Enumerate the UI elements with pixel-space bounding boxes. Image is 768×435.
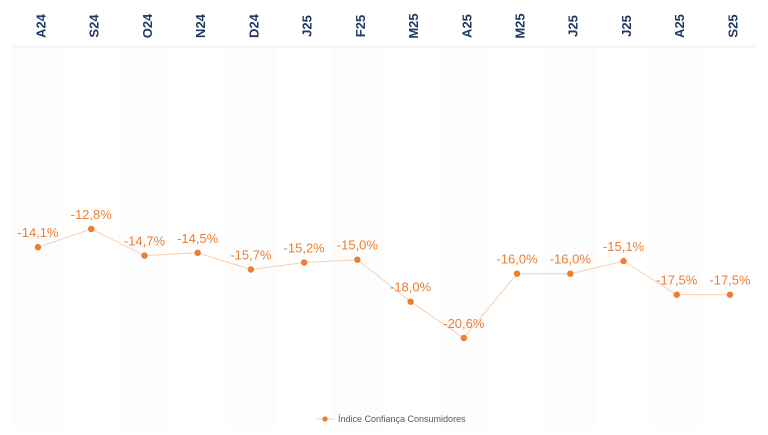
category-label: J25: [619, 15, 634, 37]
data-point: [88, 225, 95, 233]
category-label: A24: [33, 13, 48, 38]
category-label: A25: [672, 14, 687, 38]
data-label: -12,8%: [71, 207, 113, 222]
category-label: M25: [513, 13, 528, 38]
data-label: -15,0%: [337, 238, 379, 253]
legend-label: Índice Confiança Consumidores: [338, 414, 466, 424]
category-band: [597, 48, 650, 428]
data-label: -16,0%: [496, 252, 538, 267]
data-point: [620, 257, 627, 265]
data-label: -15,2%: [284, 241, 326, 256]
category-band: [651, 48, 703, 428]
data-point: [247, 266, 255, 273]
category-band: [172, 48, 224, 428]
data-point: [34, 244, 42, 251]
category-label: A25: [459, 14, 474, 38]
category-label: S25: [725, 14, 740, 37]
category-label: J25: [300, 15, 315, 37]
category-band: [544, 48, 596, 428]
data-point: [141, 252, 148, 259]
data-label: -14,7%: [124, 234, 166, 249]
series-line: [37, 228, 730, 339]
data-label: -15,7%: [230, 248, 272, 263]
category-label: D24: [246, 13, 261, 38]
legend-marker: [322, 416, 328, 422]
category-label: J25: [566, 15, 581, 37]
category-band: [331, 48, 383, 428]
category-band: [12, 48, 64, 428]
data-label: -16,0%: [550, 252, 592, 267]
category-band: [225, 48, 277, 428]
data-point: [407, 298, 414, 305]
data-label: -14,1%: [17, 225, 59, 240]
category-band: [385, 48, 437, 428]
data-label: -15,1%: [603, 239, 645, 254]
data-point: [726, 291, 734, 298]
data-label: -18,0%: [390, 280, 432, 295]
data-label: -14,5%: [177, 231, 219, 246]
category-label: S24: [87, 14, 102, 38]
data-point: [460, 334, 468, 342]
category-band: [438, 48, 490, 428]
category-band: [704, 48, 756, 428]
category-band: [118, 48, 171, 428]
data-point: [354, 256, 361, 263]
data-point: [673, 291, 680, 298]
category-label: O24: [140, 13, 155, 38]
data-label: -20,6%: [443, 316, 485, 331]
legend: Índice Confiança Consumidores: [316, 414, 466, 424]
category-band: [278, 48, 330, 428]
data-point: [194, 249, 201, 256]
data-point: [513, 270, 521, 277]
category-band: [491, 48, 543, 428]
category-label: N24: [193, 13, 208, 38]
data-label: -17,5%: [656, 273, 698, 288]
data-point: [300, 259, 308, 266]
category-label: M25: [406, 13, 421, 38]
data-label: -17,5%: [709, 273, 751, 288]
data-point: [567, 270, 574, 277]
category-label: F25: [353, 15, 368, 37]
